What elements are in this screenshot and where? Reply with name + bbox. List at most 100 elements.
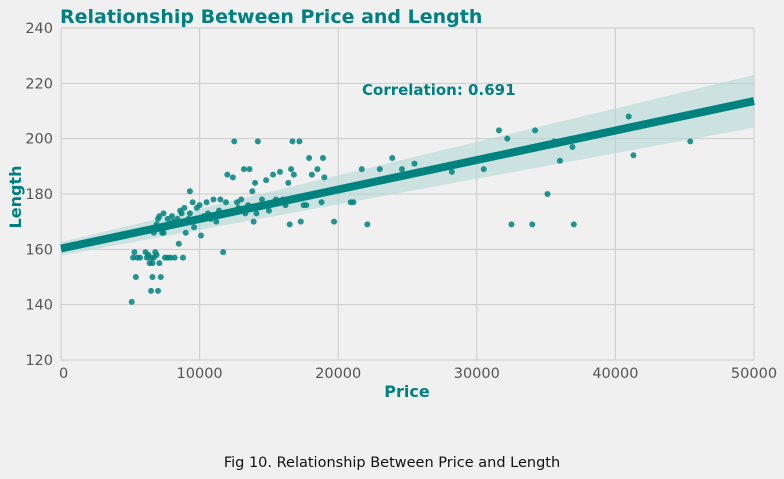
data-point xyxy=(258,196,265,203)
y-tick-label: 220 xyxy=(25,76,53,92)
chart-title: Relationship Between Price and Length xyxy=(60,6,482,28)
data-point xyxy=(130,254,137,261)
data-point xyxy=(364,221,371,228)
data-point xyxy=(238,196,245,203)
data-point xyxy=(411,160,418,167)
data-point xyxy=(168,213,175,220)
data-point xyxy=(164,254,171,261)
data-point xyxy=(480,166,487,173)
data-point xyxy=(290,171,297,178)
data-point xyxy=(358,166,365,173)
x-tick-label: 0 xyxy=(59,366,68,382)
data-point xyxy=(249,188,256,195)
data-point xyxy=(160,229,167,236)
data-point xyxy=(495,127,502,134)
data-point xyxy=(529,221,536,228)
data-point xyxy=(240,166,247,173)
data-point xyxy=(220,249,227,256)
data-point xyxy=(171,254,178,261)
x-tick-label: 50000 xyxy=(731,366,777,382)
data-point xyxy=(687,138,694,145)
data-point xyxy=(276,168,283,175)
x-tick-label: 10000 xyxy=(177,366,223,382)
data-point xyxy=(321,174,328,181)
correlation-annotation: Correlation: 0.691 xyxy=(362,81,516,99)
data-point xyxy=(296,138,303,145)
data-point xyxy=(544,191,551,197)
data-point xyxy=(504,135,511,142)
data-point xyxy=(532,127,539,134)
y-tick-label: 180 xyxy=(25,187,53,203)
data-point xyxy=(128,298,135,305)
data-point xyxy=(556,157,563,164)
data-point xyxy=(263,177,270,184)
data-point xyxy=(625,113,632,120)
data-point xyxy=(250,218,257,225)
data-point xyxy=(350,199,357,206)
data-point xyxy=(189,199,196,206)
data-point xyxy=(186,188,193,195)
data-point xyxy=(288,166,295,173)
data-point xyxy=(270,171,277,178)
data-point xyxy=(376,166,383,173)
figure-caption: Fig 10. Relationship Between Price and L… xyxy=(223,455,561,471)
data-point xyxy=(318,199,325,206)
data-point xyxy=(398,166,405,173)
data-point xyxy=(153,251,160,258)
data-point xyxy=(319,155,326,162)
data-point xyxy=(178,210,185,217)
data-point xyxy=(182,229,189,236)
y-tick-label: 240 xyxy=(25,21,53,37)
data-point xyxy=(179,254,186,261)
data-point xyxy=(630,152,637,159)
data-point xyxy=(149,274,156,280)
tick-labels: 0 10000 20000 30000 40000 50000 120 140 160 180 20… xyxy=(25,21,777,382)
data-point xyxy=(246,166,253,173)
data-point xyxy=(303,202,310,209)
data-point xyxy=(570,221,577,228)
data-point xyxy=(131,249,138,256)
y-tick-label: 200 xyxy=(25,132,53,148)
data-point xyxy=(297,218,304,225)
x-tick-label: 30000 xyxy=(454,366,500,382)
data-point xyxy=(148,254,155,261)
data-point xyxy=(306,155,313,162)
data-point xyxy=(156,260,163,267)
data-point xyxy=(229,174,236,181)
data-point xyxy=(331,218,338,225)
y-tick-label: 120 xyxy=(25,353,53,369)
data-point xyxy=(156,213,163,220)
x-axis-title: Price xyxy=(384,382,430,401)
grid xyxy=(60,27,755,361)
data-point xyxy=(254,138,261,145)
data-point xyxy=(196,202,203,209)
data-point xyxy=(213,218,220,225)
data-point xyxy=(314,166,321,173)
data-point xyxy=(224,171,231,178)
data-point xyxy=(132,274,139,280)
data-point xyxy=(286,221,293,228)
data-point xyxy=(203,199,210,206)
data-point xyxy=(508,221,515,228)
data-point xyxy=(252,179,259,186)
data-point xyxy=(197,232,204,239)
data-point xyxy=(448,168,455,175)
data-point xyxy=(148,287,155,294)
y-tick-label: 160 xyxy=(25,242,53,258)
data-point xyxy=(191,224,198,231)
data-point xyxy=(265,207,272,214)
data-point xyxy=(181,204,188,211)
data-point xyxy=(222,199,229,206)
x-tick-label: 40000 xyxy=(592,366,638,382)
data-point xyxy=(137,254,144,261)
data-point xyxy=(149,260,156,267)
data-point xyxy=(231,138,238,145)
data-point xyxy=(389,155,396,162)
data-point xyxy=(155,287,162,294)
data-point xyxy=(253,210,260,217)
y-axis-title: Length xyxy=(6,166,25,229)
data-point xyxy=(308,171,315,178)
data-point xyxy=(157,274,164,280)
x-tick-label: 20000 xyxy=(315,366,361,382)
